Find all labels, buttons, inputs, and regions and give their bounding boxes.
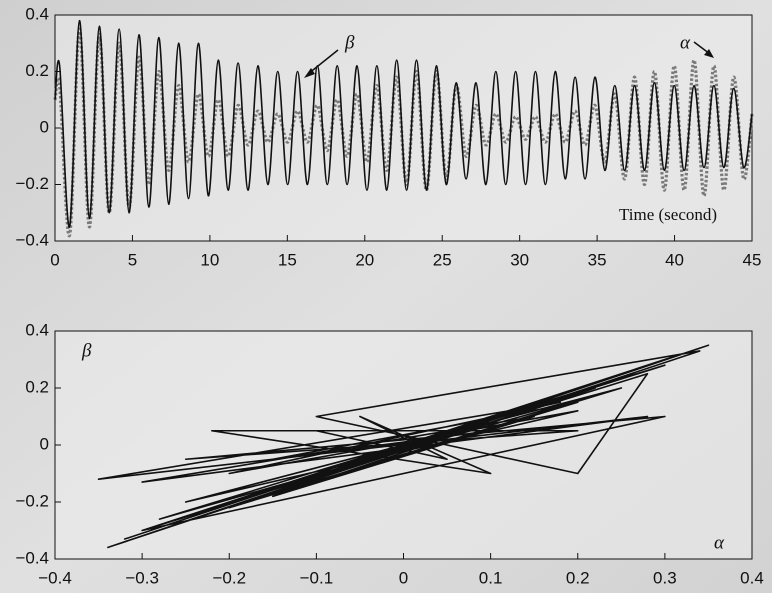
x-tick-label: 25 (433, 250, 452, 269)
x-axis-label: α (714, 532, 725, 553)
x-tick-label: −0.2 (212, 568, 246, 587)
x-tick-label: 0 (50, 250, 59, 269)
y-tick-label: 0 (40, 117, 49, 136)
x-axis-label: Time (second) (619, 205, 717, 224)
series-line (97, 344, 710, 549)
x-tick-label: −0.1 (300, 568, 334, 587)
arrow-head (704, 49, 714, 58)
series-line (53, 27, 754, 237)
x-tick-label: 10 (200, 250, 219, 269)
x-tick-label: 0 (399, 568, 408, 587)
arrow (307, 49, 339, 75)
y-tick-label: 0.4 (25, 4, 49, 23)
x-tick-label: 0.1 (479, 568, 503, 587)
x-tick-label: 5 (128, 250, 137, 269)
series-line (54, 19, 753, 228)
x-tick-label: 30 (510, 250, 529, 269)
plot-area (54, 14, 753, 242)
arrow-head (304, 68, 315, 78)
x-tick-label: 0.2 (566, 568, 590, 587)
y-tick-label: −0.4 (15, 230, 49, 249)
y-tick-label: 0.2 (25, 61, 49, 80)
y-tick-label: 0 (40, 434, 49, 453)
x-tick-label: 0.3 (653, 568, 677, 587)
y-axis-label: β (81, 340, 92, 361)
y-tick-label: −0.4 (15, 548, 49, 567)
y-tick-label: −0.2 (15, 174, 49, 193)
annotation: β (344, 32, 355, 53)
y-tick-label: 0.4 (25, 320, 49, 339)
x-tick-label: 20 (355, 250, 374, 269)
annotation: α (680, 32, 691, 53)
x-tick-label: 0.4 (740, 568, 764, 587)
x-tick-label: −0.4 (38, 568, 72, 587)
y-tick-label: 0.2 (25, 377, 49, 396)
x-tick-label: 45 (743, 250, 762, 269)
x-tick-label: 15 (278, 250, 297, 269)
x-tick-label: 40 (665, 250, 684, 269)
x-tick-label: 35 (588, 250, 607, 269)
x-tick-label: −0.3 (125, 568, 159, 587)
y-tick-label: −0.2 (15, 491, 49, 510)
